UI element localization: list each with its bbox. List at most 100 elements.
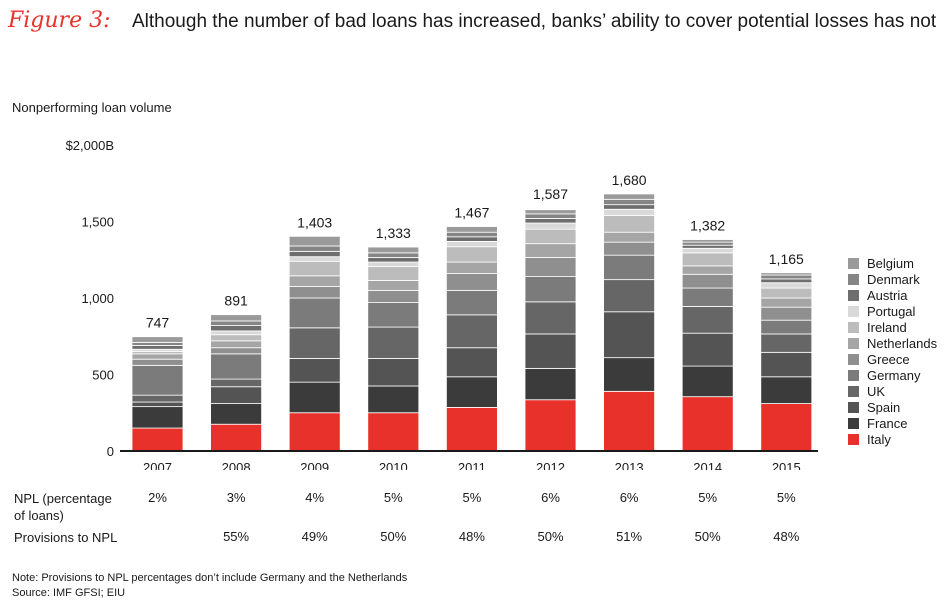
bar-segment-france	[524, 367, 577, 401]
y-tick-label: 500	[92, 368, 114, 383]
chart-title: Although the number of bad loans has inc…	[132, 11, 937, 32]
npl-value: 4%	[305, 490, 325, 505]
bar-segment-denmark	[760, 274, 813, 280]
legend-label: Denmark	[867, 271, 920, 287]
bar-segment-portugal	[760, 282, 813, 289]
total-label: 1,403	[297, 214, 332, 230]
legend-label: Spain	[867, 399, 901, 415]
bar-segment-netherlands	[760, 297, 813, 308]
bar-segment-spain	[288, 358, 341, 383]
legend-swatch	[848, 401, 859, 413]
total-labels: 747 891 1,403 1,333 1,467 1,587 1,680 1,382 1,16…	[146, 172, 804, 331]
footnote: Note: Provisions to NPL percentages don’…	[12, 572, 408, 584]
bar-segment-spain	[603, 311, 655, 359]
bar-segment-uk	[524, 301, 577, 335]
npl-value: 5%	[383, 490, 403, 505]
npl-value: 6%	[619, 490, 639, 505]
legend-label: Italy	[867, 431, 891, 447]
legend-swatch	[848, 337, 859, 349]
bar-segment-france	[367, 385, 420, 414]
bar-segment-france	[131, 406, 184, 429]
legend-swatch	[848, 289, 859, 301]
legend-swatch	[848, 257, 859, 269]
legend-swatch	[848, 417, 859, 429]
x-tick-label: 2012	[536, 460, 565, 470]
bar-segment-uk	[288, 327, 341, 359]
bar-segment-portugal	[367, 261, 420, 268]
bar-segment-austria	[681, 244, 734, 249]
bar-segment-ireland	[760, 287, 813, 299]
bar-segment-greece	[131, 358, 184, 366]
provisions-value: 50%	[694, 529, 721, 544]
bar-segment-uk	[131, 394, 184, 403]
bar-segment-ireland	[445, 246, 498, 263]
bar-segment-italy	[367, 412, 420, 452]
bar-segment-greece	[288, 286, 341, 299]
legend: Belgium Denmark Austria Portugal Ireland Neth…	[848, 255, 937, 447]
x-tick-label: 2015	[772, 460, 801, 470]
bar-segment-uk	[210, 378, 263, 388]
bar-segment-netherlands	[131, 353, 184, 360]
legend-label: Ireland	[867, 319, 907, 335]
bar-segment-portugal	[445, 240, 498, 248]
bar-segment-portugal	[681, 247, 734, 254]
bar-segment-italy	[524, 399, 577, 452]
legend-item: France	[848, 415, 937, 431]
total-label: 1,165	[769, 251, 804, 267]
bar-segment-netherlands	[603, 231, 655, 243]
bar-segment-germany	[445, 289, 498, 316]
bar-segment-uk	[760, 333, 813, 353]
stacked-bar-chart: 0 500 1,000 1,500 $2,000B 747 891 1,403 1,333 1,…	[66, 138, 818, 470]
legend-swatch	[848, 353, 859, 365]
legend-label: Belgium	[867, 255, 914, 271]
total-label: 1,587	[533, 186, 568, 202]
legend-label: Greece	[867, 351, 910, 367]
legend-item: UK	[848, 383, 937, 399]
total-label: 1,680	[612, 172, 647, 188]
bar-segment-greece	[210, 347, 263, 355]
total-label: 1,467	[454, 205, 489, 221]
bar-segment-uk	[367, 326, 420, 359]
total-label: 1,333	[376, 225, 411, 241]
bar-segment-portugal	[524, 222, 577, 230]
bar-segment-germany	[524, 276, 577, 303]
npl-value: 5%	[776, 490, 796, 505]
legend-item: Austria	[848, 287, 937, 303]
bar-segment-austria	[288, 250, 341, 258]
legend-item: Belgium	[848, 255, 937, 271]
bar-segment-ireland	[524, 228, 577, 245]
bar-segment-netherlands	[524, 243, 577, 258]
x-axis-ticks: 2007 2008 2009 2010 2011 2012 2013 2014 2015	[143, 460, 801, 470]
provisions-value: 49%	[301, 529, 328, 544]
legend-label: France	[867, 415, 908, 431]
provisions-value: 50%	[380, 529, 407, 544]
npl-row-label-line1: NPL (percentage	[14, 491, 112, 506]
bar-segment-denmark	[210, 320, 263, 326]
legend-swatch	[848, 385, 859, 397]
legend-swatch	[848, 369, 859, 381]
bar-segment-italy	[288, 412, 341, 452]
bar-segment-austria	[445, 236, 498, 242]
bar-segment-france	[603, 357, 655, 392]
legend-swatch	[848, 273, 859, 285]
npl-value: 6%	[541, 490, 560, 505]
legend-swatch	[848, 305, 859, 317]
x-tick-label: 2013	[615, 460, 644, 470]
bar-segment-spain	[445, 347, 498, 378]
bar-segment-netherlands	[445, 261, 498, 274]
x-tick-label: 2008	[222, 460, 251, 470]
total-label: 747	[146, 315, 170, 331]
bar-segment-belgium	[681, 239, 734, 243]
legend-label: UK	[867, 383, 886, 399]
bar-segment-belgium	[131, 336, 184, 343]
legend-label: Portugal	[867, 303, 916, 319]
legend-item: Germany	[848, 367, 937, 383]
bar-segment-denmark	[603, 198, 655, 206]
provisions-row-label: Provisions to NPL	[14, 530, 118, 545]
npl-value: 5%	[462, 490, 482, 505]
y-tick-label: $2,000B	[66, 138, 114, 153]
bar-segment-belgium	[288, 235, 341, 247]
bar-segment-belgium	[524, 209, 577, 215]
bar-segment-spain	[681, 332, 734, 367]
bar-segment-france	[288, 381, 341, 414]
